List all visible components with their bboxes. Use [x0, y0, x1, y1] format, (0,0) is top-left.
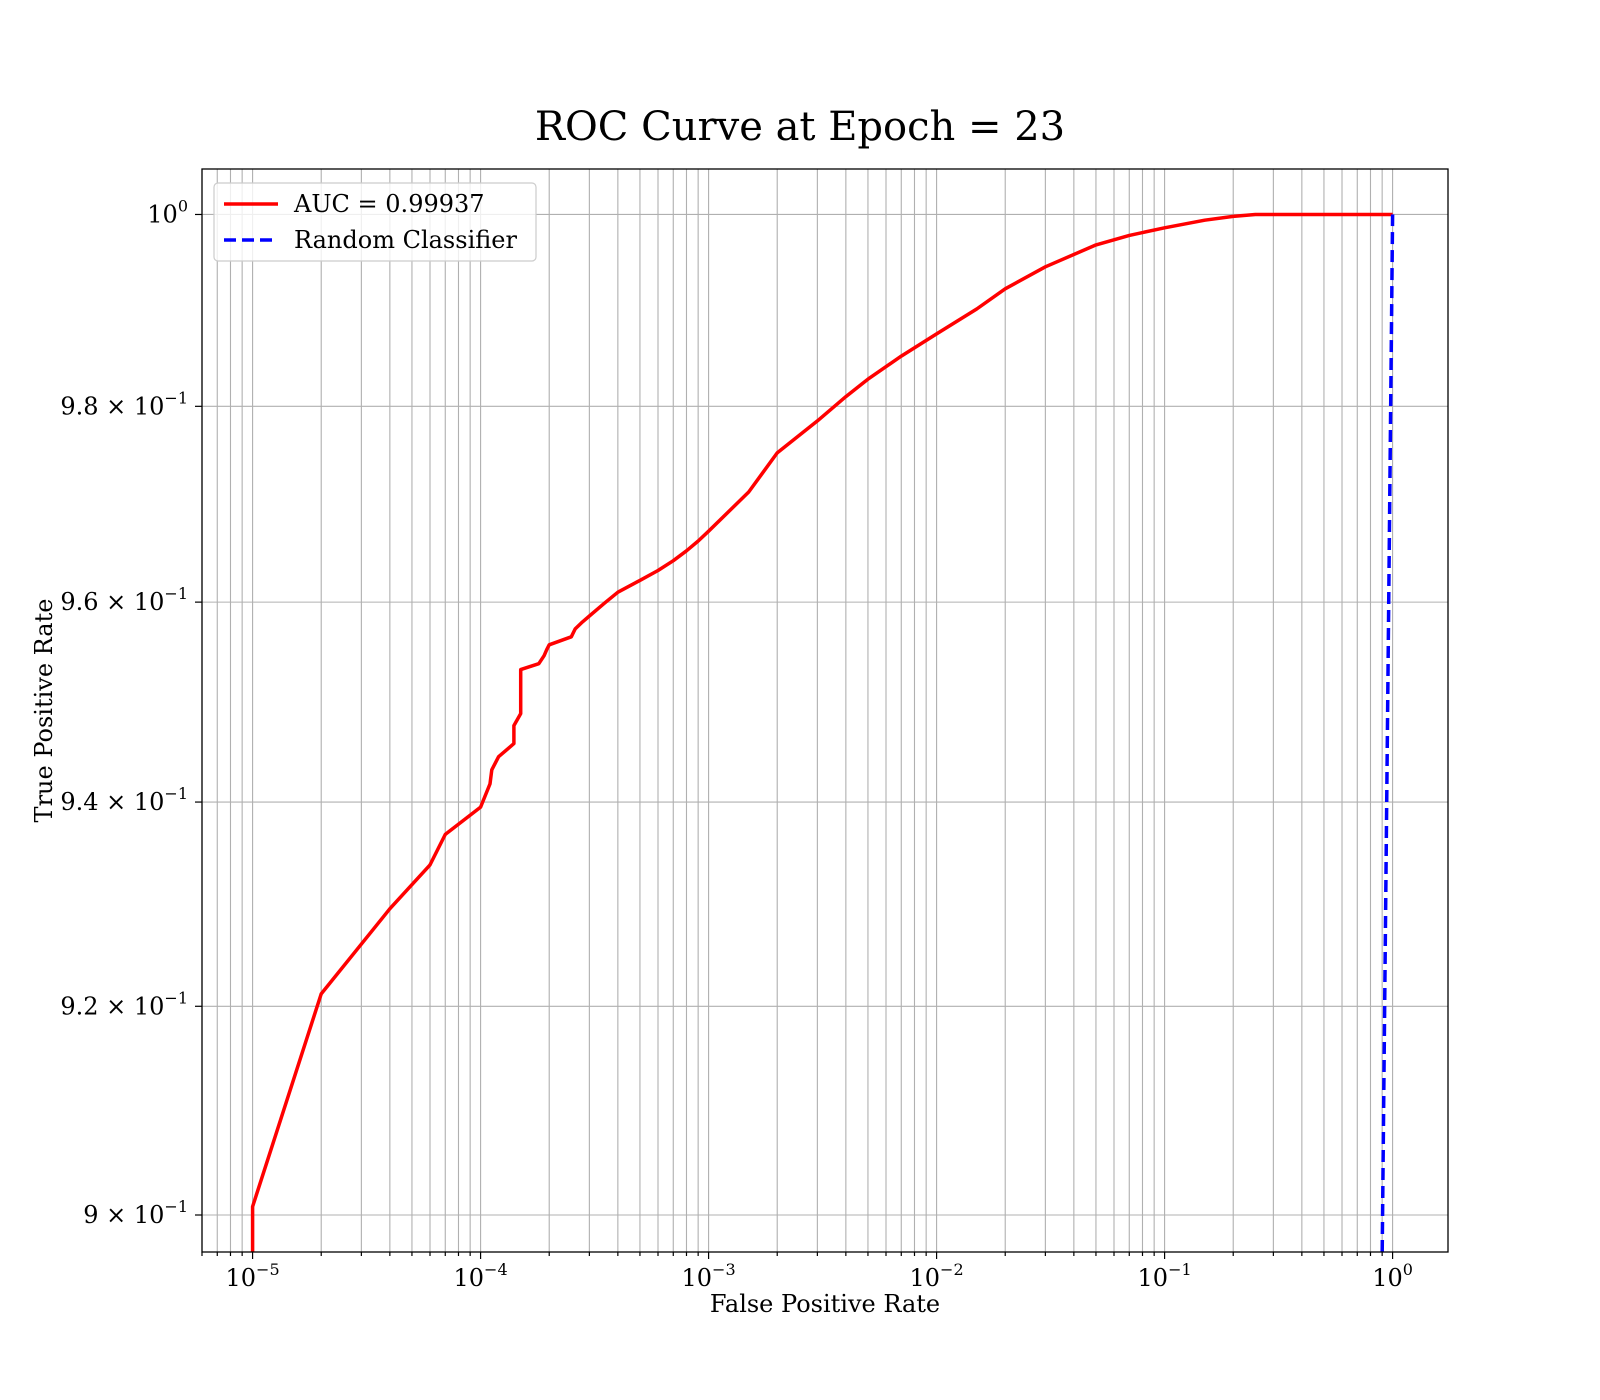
random-classifier-line [1380, 214, 1395, 1253]
legend-label-random-classifier: Random Classifier [294, 226, 517, 254]
legend-box [213, 182, 537, 262]
grid-lines [201, 169, 1448, 1252]
x-tick-labels: 10−5 10−4 10−3 10−2 10−1 100 [226, 1260, 1413, 1292]
y-tick-labels: 9 × 10−1 9.2 × 10−1 9.4 × 10−1 9.6 × 10−1 9.… [60, 196, 188, 1229]
y-axis-label: True Positive Rate [30, 599, 58, 823]
y-tick-label: 100 [147, 196, 188, 228]
x-tick-label: 10−3 [682, 1260, 736, 1292]
y-tick-label: 9.8 × 10−1 [60, 388, 188, 420]
x-tick-label: 10−4 [454, 1260, 508, 1292]
y-tick-label: 9.4 × 10−1 [60, 784, 188, 816]
series-layer [250, 212, 1395, 1253]
roc-curve-line [250, 212, 1393, 1252]
legend: AUC = 0.99937 Random Classifier [213, 182, 537, 262]
plot-frame [201, 168, 1449, 1253]
x-tick-label: 10−1 [1138, 1260, 1192, 1292]
x-axis-label: False Positive Rate [710, 1290, 940, 1318]
y-tick-label: 9.2 × 10−1 [60, 988, 188, 1020]
x-tick-label: 100 [1372, 1260, 1413, 1292]
y-tick-label: 9 × 10−1 [83, 1197, 188, 1229]
x-tick-label: 10−2 [910, 1260, 964, 1292]
y-tick-label: 9.6 × 10−1 [60, 584, 188, 616]
tick-marks [195, 213, 1394, 1259]
chart-title: ROC Curve at Epoch = 23 [535, 104, 1065, 150]
x-tick-label: 10−5 [226, 1260, 280, 1292]
legend-label-auc: AUC = 0.99937 [293, 190, 485, 218]
